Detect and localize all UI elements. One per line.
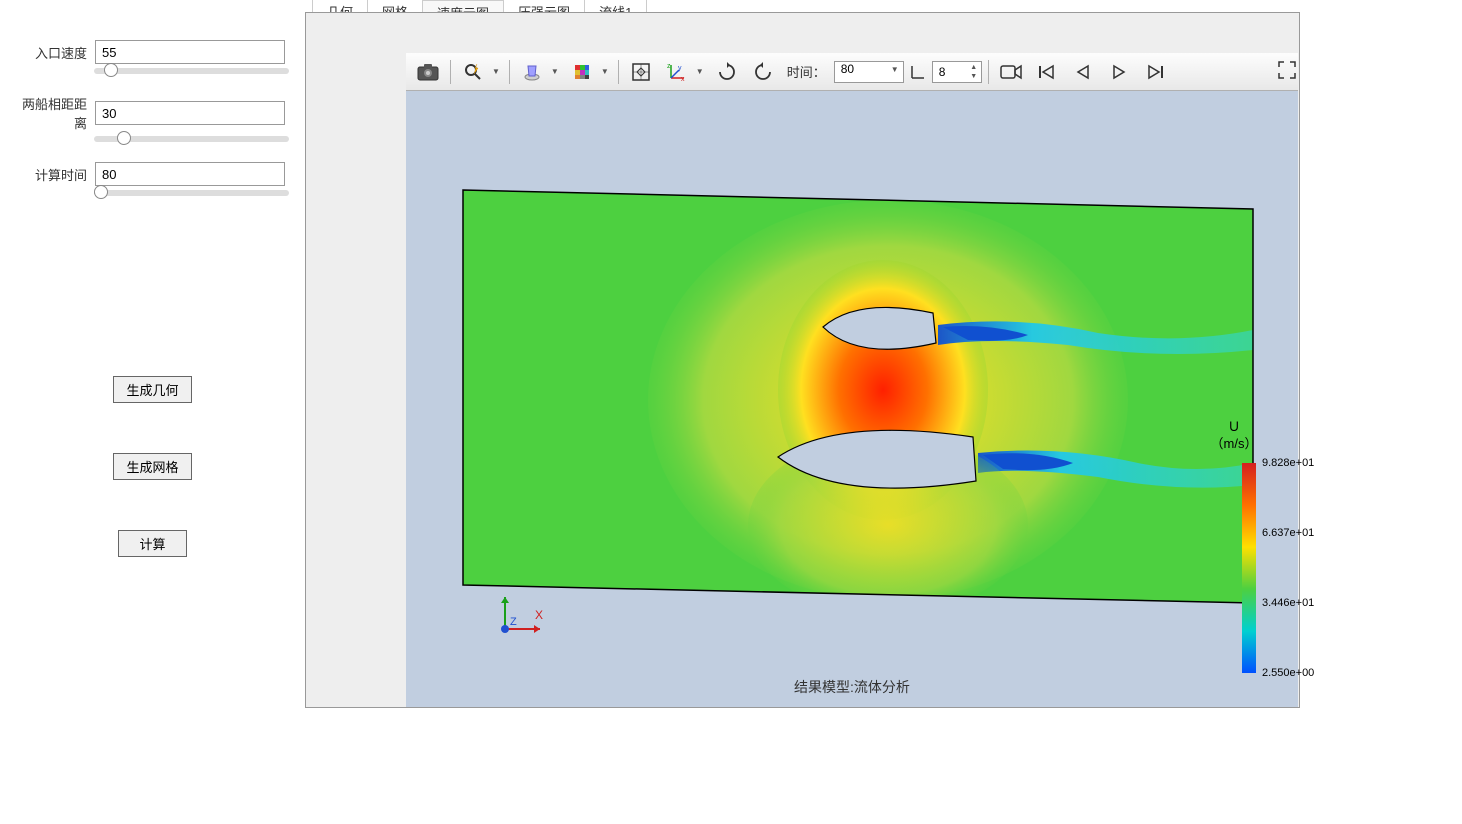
main-panel: ▼ ▼ ▼ — [305, 12, 1300, 708]
result-caption: 结果模型:流体分析 — [406, 677, 1298, 697]
colorbar-tick: 9.828e+01 — [1262, 457, 1314, 469]
fullscreen-icon[interactable] — [1278, 61, 1296, 79]
palette-dropdown-icon[interactable]: ▼ — [598, 67, 612, 76]
frame-spinner-up-icon[interactable]: ▲ — [968, 63, 980, 72]
compute-time-label: 计算时间 — [20, 165, 95, 184]
sidebar: 入口速度 两船相距距离 计算时间 生成几何 生成网格 计算 — [0, 0, 305, 824]
colorbar-title: Ｕ （m/s） — [1204, 419, 1264, 453]
last-frame-icon[interactable] — [1139, 57, 1171, 87]
fit-view-icon[interactable] — [625, 57, 657, 87]
colorbar: 9.828e+01 6.637e+01 3.446e+01 2.550e+00 — [1242, 463, 1256, 673]
time-select-value: 80 — [841, 62, 854, 76]
colorbar-tick: 6.637e+01 — [1262, 527, 1314, 539]
time-select[interactable]: 80 ▼ — [834, 61, 904, 83]
rotate-cw-icon[interactable] — [711, 57, 743, 87]
axis-orientation-icon[interactable]: x zy — [661, 57, 693, 87]
ship-distance-input[interactable] — [95, 101, 285, 125]
axis-z-label: Z — [510, 616, 517, 628]
time-label: 时间： — [783, 62, 830, 81]
inlet-velocity-input[interactable] — [95, 40, 285, 64]
compute-time-slider[interactable] — [94, 190, 289, 196]
zoom-dropdown-icon[interactable]: ▼ — [489, 67, 503, 76]
generate-geometry-button[interactable]: 生成几何 — [113, 376, 191, 403]
compute-button[interactable]: 计算 — [118, 530, 186, 557]
rotate-ccw-icon[interactable] — [747, 57, 779, 87]
brush-icon[interactable] — [516, 57, 548, 87]
play-icon[interactable] — [1103, 57, 1135, 87]
frame-spinner-down-icon[interactable]: ▼ — [968, 72, 980, 81]
compute-time-input[interactable] — [95, 162, 285, 186]
frame-spinner[interactable]: 8 ▲ ▼ — [932, 61, 982, 83]
angle-icon[interactable] — [908, 57, 928, 87]
screenshot-icon[interactable] — [412, 57, 444, 87]
inlet-velocity-slider-thumb[interactable] — [104, 63, 118, 77]
colorbar-tick: 3.446e+01 — [1262, 597, 1314, 609]
axis-x-label: X — [535, 608, 543, 622]
svg-text:x: x — [681, 76, 685, 82]
cube-palette-icon[interactable] — [566, 57, 598, 87]
visualization-area: ▼ ▼ ▼ — [406, 53, 1298, 707]
zoom-flash-icon[interactable] — [457, 57, 489, 87]
ship-distance-slider-thumb[interactable] — [117, 131, 131, 145]
record-icon[interactable] — [995, 57, 1027, 87]
prev-frame-icon[interactable] — [1067, 57, 1099, 87]
axis-dropdown-icon[interactable]: ▼ — [693, 67, 707, 76]
first-frame-icon[interactable] — [1031, 57, 1063, 87]
ship-distance-label: 两船相距距离 — [20, 94, 95, 132]
colorbar-gradient — [1242, 463, 1256, 673]
svg-text:z: z — [667, 63, 671, 70]
ship-distance-slider[interactable] — [94, 136, 289, 142]
inlet-velocity-slider[interactable] — [94, 68, 289, 74]
inlet-velocity-label: 入口速度 — [20, 43, 95, 62]
axis-triad-icon: X Y Z — [480, 591, 550, 641]
frame-spinner-value: 8 — [939, 65, 946, 79]
velocity-contour-plot — [458, 185, 1258, 615]
generate-mesh-button[interactable]: 生成网格 — [113, 453, 191, 480]
brush-dropdown-icon[interactable]: ▼ — [548, 67, 562, 76]
compute-time-slider-thumb[interactable] — [94, 185, 108, 199]
viz-toolbar: ▼ ▼ ▼ — [406, 53, 1298, 91]
svg-text:y: y — [678, 65, 682, 72]
